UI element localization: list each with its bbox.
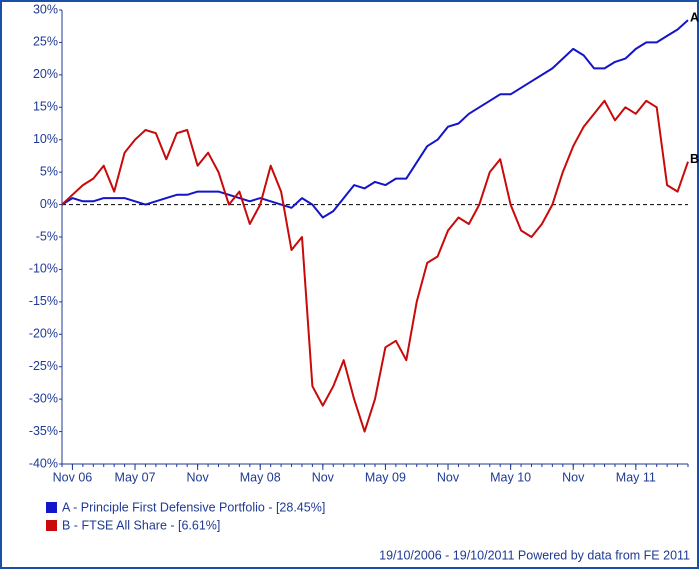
y-tick-label: -40% <box>29 456 58 470</box>
y-tick-label: 25% <box>33 35 58 49</box>
y-tick-label: 20% <box>33 67 58 81</box>
y-tick-label: 30% <box>33 2 58 16</box>
y-tick-label: -25% <box>29 359 58 373</box>
legend-swatch <box>46 502 57 513</box>
y-tick-label: 5% <box>40 164 58 178</box>
y-tick-label: -35% <box>29 424 58 438</box>
series-end-label: A <box>690 10 699 24</box>
x-tick-label: Nov <box>312 470 335 484</box>
y-tick-label: 15% <box>33 100 58 114</box>
y-tick-label: -20% <box>29 327 58 341</box>
y-tick-label: -10% <box>29 262 58 276</box>
x-tick-label: May 07 <box>115 470 156 484</box>
x-tick-label: May 08 <box>240 470 281 484</box>
y-tick-label: -30% <box>29 391 58 405</box>
x-tick-label: Nov <box>437 470 460 484</box>
y-tick-label: 0% <box>40 197 58 211</box>
legend-label: B - FTSE All Share - [6.61%] <box>62 518 220 532</box>
series-line <box>61 99 689 433</box>
x-tick-label: May 11 <box>616 470 656 484</box>
x-tick-label: May 09 <box>365 470 406 484</box>
legend-swatch <box>46 520 57 531</box>
y-tick-label: 10% <box>33 132 58 146</box>
x-tick-label: Nov <box>562 470 585 484</box>
footer: 19/10/2006 - 19/10/2011 Powered by data … <box>379 548 690 562</box>
y-tick-label: -15% <box>29 294 58 308</box>
series-line <box>61 19 689 219</box>
legend-label: A - Principle First Defensive Portfolio … <box>62 500 325 514</box>
x-tick-label: Nov 06 <box>53 470 93 484</box>
y-tick-label: -5% <box>36 229 58 243</box>
x-tick-label: Nov <box>187 470 210 484</box>
x-tick-label: May 10 <box>490 470 531 484</box>
series-end-label: B <box>690 152 699 166</box>
